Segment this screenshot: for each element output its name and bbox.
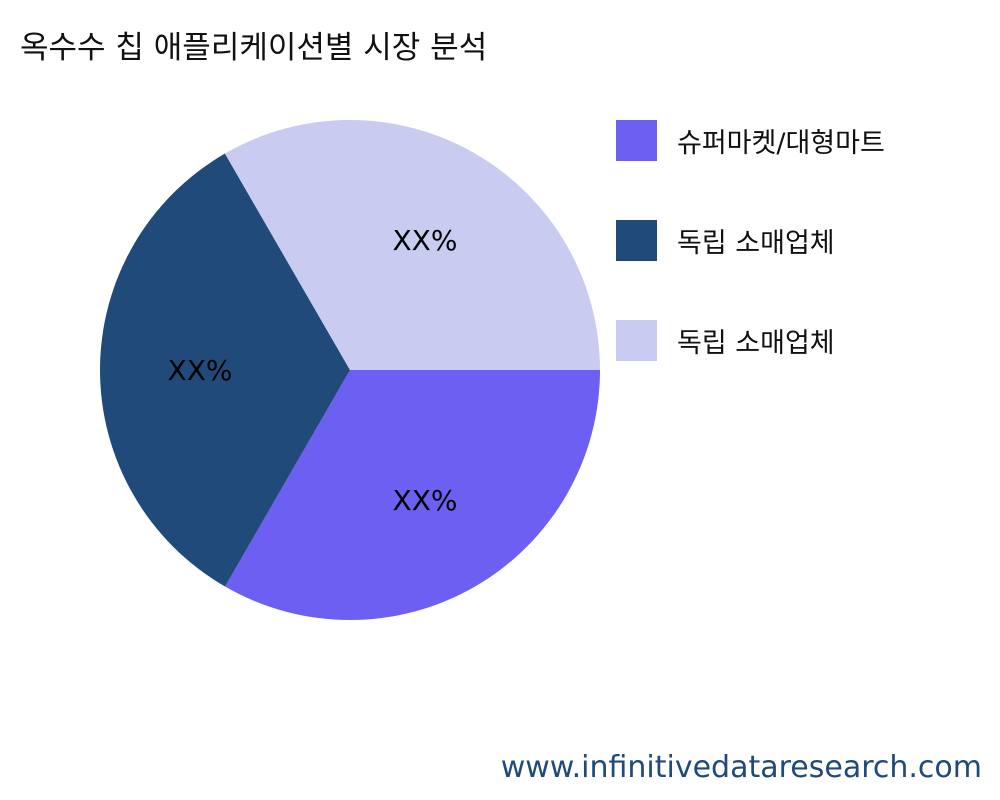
pie-slice [100,153,350,587]
legend-swatch [616,119,657,161]
legend-label: 슈퍼마켓/대형마트 [677,127,885,159]
legend-label: 독립 소매업체 [677,327,835,359]
legend-item: 슈퍼마켓/대형마트 [616,119,885,161]
slice-data-label: XX% [393,484,458,517]
slice-data-label: XX% [168,354,233,387]
legend-swatch [616,219,657,261]
chart-title: 옥수수 칩 애플리케이션별 시장 분석 [20,30,488,66]
legend-swatch [616,319,657,361]
pie-slice [224,119,601,371]
legend-label: 독립 소매업체 [677,227,835,259]
legend-item: 독립 소매업체 [616,219,835,261]
slice-data-label: XX% [392,224,457,257]
pie-slice [225,370,600,621]
legend-item: 독립 소매업체 [616,319,835,361]
footer-url[interactable]: www.infinitivedataresearch.com [500,750,982,785]
